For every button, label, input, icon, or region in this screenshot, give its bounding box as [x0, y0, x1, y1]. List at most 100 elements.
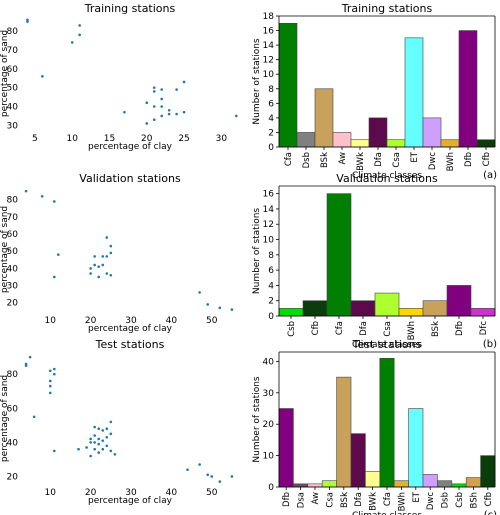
scatter-point: [41, 75, 44, 78]
y-tick-label: 10: [263, 236, 275, 246]
x-tick-label: Cfa: [284, 152, 294, 166]
scatter-point: [53, 449, 56, 453]
scatter-point: [53, 200, 56, 203]
scatter-point: [101, 439, 105, 442]
bar: [374, 292, 400, 317]
scatter-point: [48, 391, 52, 395]
x-tick-label: Cfa: [335, 321, 345, 335]
bar: [386, 139, 406, 148]
scatter-point: [198, 291, 201, 294]
bar: [336, 376, 352, 488]
y-tick-label: 30: [263, 389, 275, 399]
scatter-point: [93, 425, 96, 429]
scatter-point: [101, 447, 105, 451]
bar: [422, 474, 438, 488]
x-tick-label: Csa: [325, 492, 335, 508]
scatter-point: [97, 427, 101, 431]
x-tick-label: 15: [104, 134, 115, 144]
bar: [458, 30, 478, 148]
x-tick-label: Dsb: [302, 152, 312, 168]
x-tick-label: 30: [125, 316, 137, 326]
x-tick-label: Dwc: [428, 152, 438, 170]
x-tick-label: BWk: [356, 152, 366, 171]
x-tick-label: 50: [206, 316, 218, 326]
bar: [278, 308, 304, 317]
y-tick-label: 12: [263, 220, 274, 230]
y-tick-label: 2: [268, 297, 274, 307]
y-tick-label: 6: [268, 99, 274, 109]
scatter-point: [109, 449, 113, 453]
y-axis-label: percentage of sand: [0, 30, 10, 117]
scatter-point: [77, 447, 80, 451]
scatter-point: [48, 379, 52, 383]
y-tick-label: 10: [263, 70, 275, 80]
scatter-point: [218, 480, 222, 483]
y-tick-label: 12: [263, 56, 274, 66]
y-axis-label: percentage of sand: [0, 206, 10, 293]
x-tick-label: Dsa: [297, 492, 307, 508]
x-tick-label: Dfa: [359, 321, 369, 336]
scatter-point: [152, 105, 156, 108]
x-tick-label: 40: [166, 316, 178, 326]
y-tick-label: 0: [268, 143, 274, 153]
scatter-point: [109, 251, 113, 255]
y-tick-label: 60: [7, 65, 19, 75]
y-tick-label: 8: [268, 85, 274, 95]
x-tick-label: 10: [45, 488, 57, 498]
y-tick-label: 2: [268, 128, 274, 138]
bar: [302, 300, 328, 317]
scatter-point: [32, 415, 36, 419]
y-tick-label: 0: [268, 312, 274, 322]
scatter-point: [97, 451, 101, 454]
y-tick-label: 8: [268, 251, 274, 261]
bar: [379, 357, 395, 488]
y-tick-label: 40: [7, 264, 19, 274]
y-tick-label: 70: [7, 213, 19, 223]
scatter-point: [53, 275, 56, 279]
scatter-point: [93, 441, 96, 444]
scatter-point: [109, 432, 113, 436]
scatter-point: [160, 114, 163, 118]
bar: [350, 139, 370, 148]
scatter-point: [105, 427, 109, 431]
x-tick-label: Cfb: [484, 492, 494, 506]
y-axis-label: Number of stations: [252, 376, 262, 463]
x-tick-label: Csb: [455, 492, 465, 508]
x-tick-label: Cfa: [383, 492, 393, 506]
scatter-point: [97, 437, 101, 441]
y-tick-label: 14: [263, 205, 275, 215]
scatter-point: [105, 272, 109, 275]
scatter-point: [24, 364, 28, 367]
x-tick-label: 10: [45, 316, 57, 326]
chart-title: Test stations: [95, 338, 165, 351]
y-tick-label: 80: [7, 370, 19, 380]
x-tick-label: BSk: [320, 152, 330, 168]
x-tick-label: BWk: [369, 492, 379, 511]
y-axis-label: percentage of sand: [0, 375, 10, 462]
scatter-point: [109, 273, 113, 277]
y-axis-label: Number of stations: [252, 208, 262, 295]
bar: [437, 480, 453, 488]
x-tick-label: Cfb: [311, 321, 321, 335]
panel-4: Validation stations 0 2 4 6 8 10 12 14 16 Csb Cfb Cf…: [252, 172, 497, 350]
x-tick-label: Dwc: [426, 492, 436, 510]
x-tick-label: Dfa: [354, 492, 364, 507]
scatter-point: [182, 80, 186, 84]
bar: [440, 139, 460, 148]
y-tick-label: 10: [263, 452, 275, 462]
y-tick-label: 14: [263, 41, 275, 51]
scatter-point: [26, 20, 29, 23]
bar: [332, 132, 352, 148]
scatter-point: [109, 244, 113, 248]
x-tick-label: 10: [66, 134, 78, 144]
y-axis-label: Number of stations: [252, 38, 262, 125]
x-tick-label: Dsb: [441, 492, 451, 508]
scatter-point: [234, 114, 238, 118]
y-tick-label: 16: [263, 190, 275, 200]
chart-title: Training stations: [84, 2, 176, 15]
scatter-point: [152, 86, 156, 89]
bar: [476, 139, 496, 148]
panel-tag: (b): [483, 339, 497, 350]
bar: [465, 477, 481, 488]
